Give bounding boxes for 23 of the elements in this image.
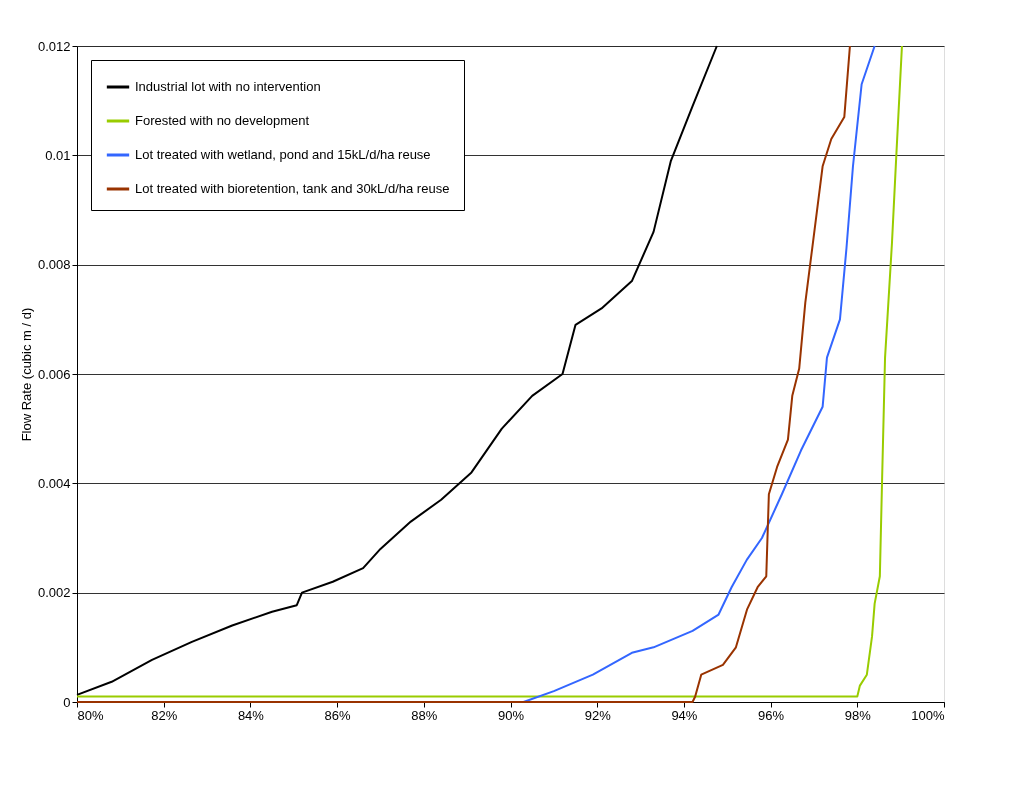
y-tick-label: 0.002 (37, 585, 71, 601)
legend-label: Forested with no development (135, 113, 310, 128)
x-tick-label: 86% (324, 707, 352, 723)
x-tick-label: 92% (584, 707, 612, 723)
x-tick-label: 96% (758, 707, 785, 723)
legend-label: Lot treated with bioretention, tank and 30kL/d/ha reuse (135, 181, 450, 196)
legend-label: Lot treated with wetland, pond and 15kL/d/ha reuse (135, 147, 431, 162)
y-axis-title: Flow Rate (cubic m / d) (18, 307, 34, 442)
y-tick-label: 0.006 (37, 366, 71, 382)
y-tick-label: 0.012 (37, 38, 71, 54)
x-tick-label: 84% (237, 707, 265, 723)
x-tick-label: 100% (911, 707, 945, 723)
y-tick-label: 0.008 (37, 257, 71, 273)
x-tick-label: 90% (497, 707, 525, 723)
y-tick-label: 0 (63, 694, 71, 710)
y-tick-label: 0.004 (37, 475, 71, 491)
x-tick-label: 98% (844, 707, 872, 723)
x-tick-label: 80% (77, 707, 104, 723)
x-tick-label: 88% (411, 707, 438, 723)
legend-label: Industrial lot with no intervention (135, 79, 321, 94)
x-tick-label: 94% (671, 707, 698, 723)
x-tick-label: 82% (151, 707, 178, 723)
y-tick-label: 0.01 (45, 147, 71, 163)
